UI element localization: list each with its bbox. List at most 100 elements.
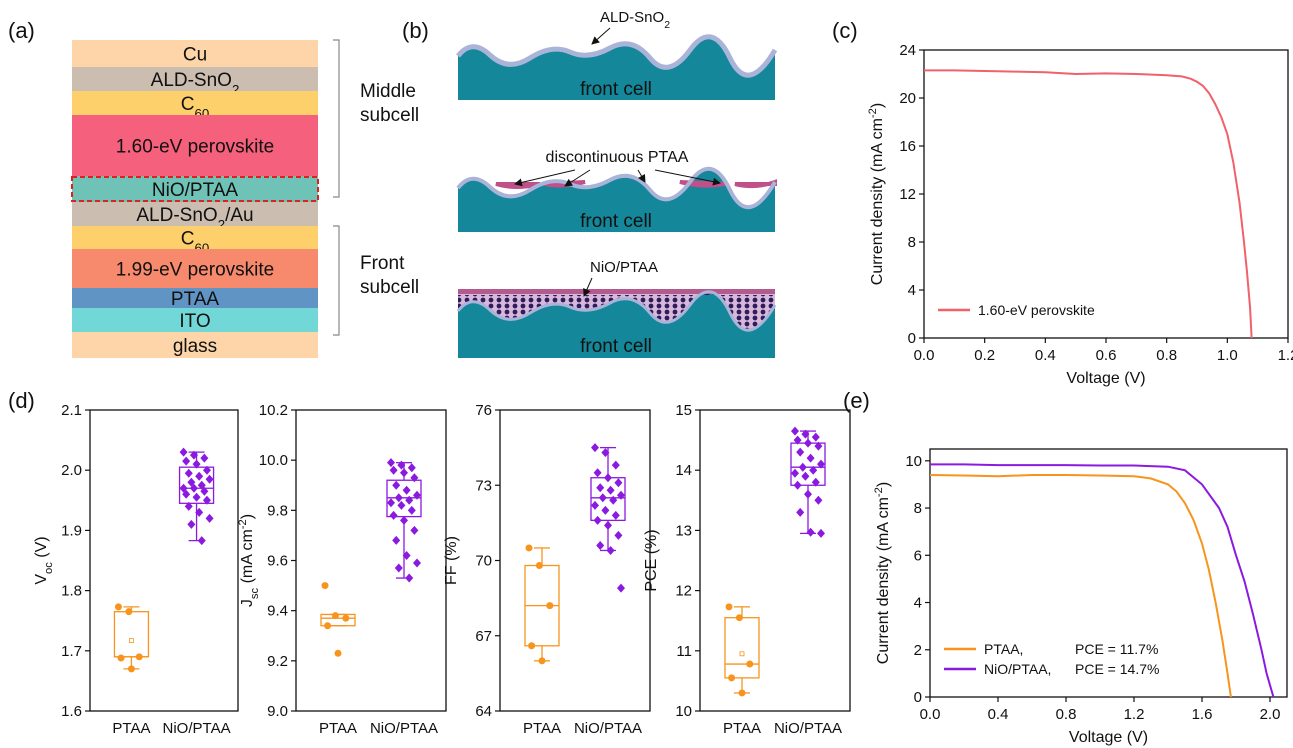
y-axis-label: FF (%): [443, 536, 460, 585]
point: [407, 505, 416, 515]
point: [334, 649, 342, 657]
point: [184, 468, 193, 478]
cell-label: front cell: [580, 211, 652, 232]
x-tick-label: NiO/PTAA: [163, 720, 231, 737]
point: [394, 563, 403, 573]
y-tick-label: 24: [899, 42, 916, 59]
y-tick-label: 9.8: [267, 502, 288, 519]
y-tick-label: 8: [914, 500, 922, 517]
y-tick-label: 12: [899, 186, 916, 203]
point: [405, 495, 414, 505]
schematic-label: discontinuous PTAA: [546, 149, 689, 166]
layer: [72, 332, 318, 358]
layer-label: ALD-SnO2: [151, 70, 240, 97]
y-tick-label: 12: [675, 583, 692, 600]
point: [402, 485, 411, 495]
x-tick-label: 1.2: [1278, 347, 1293, 364]
y-tick-label: 1.7: [61, 643, 82, 660]
y-tick-label: 1.8: [61, 583, 82, 600]
layer: [72, 288, 318, 308]
point: [601, 505, 610, 515]
layer: [72, 249, 318, 288]
y-tick-label: 67: [475, 628, 492, 645]
point: [125, 608, 133, 616]
point: [410, 473, 419, 483]
point: [392, 535, 401, 545]
layer-label: ITO: [179, 311, 210, 332]
text-part: FF (%): [443, 536, 460, 585]
y-tick-label: 4: [908, 282, 916, 299]
text-part: ): [875, 482, 892, 487]
point: [200, 486, 209, 496]
point: [535, 562, 543, 570]
point: [611, 460, 620, 470]
y-tick-label: 4: [914, 595, 922, 612]
legend-label: 1.60-eV perovskite: [978, 302, 1095, 318]
group-label: Middle: [360, 81, 416, 102]
point: [387, 498, 395, 508]
schematic-label: NiO/PTAA: [590, 259, 658, 276]
point: [127, 665, 135, 673]
cell-label: front cell: [580, 79, 652, 100]
point: [189, 483, 198, 493]
x-tick-label: 0.0: [920, 706, 941, 723]
x-tick-label: 0.2: [974, 347, 995, 364]
text-part: (mA cm: [239, 529, 256, 588]
point: [400, 468, 408, 478]
layer-label: 1.99-eV perovskite: [116, 260, 274, 281]
point: [197, 536, 206, 546]
point: [796, 447, 805, 457]
x-tick-label: PTAA: [723, 720, 761, 737]
point: [598, 493, 607, 503]
legend-label: PTAA,: [984, 641, 1023, 657]
point: [195, 507, 204, 517]
point: [593, 515, 602, 525]
text-part: Current density (mA cm: [875, 497, 892, 664]
layer: [72, 202, 318, 226]
y-axis-label: Voc (V): [33, 536, 55, 584]
layer-label: NiO/PTAA: [152, 180, 239, 201]
point: [811, 432, 820, 442]
point: [606, 485, 615, 495]
text-part: Voltage (V): [1069, 729, 1148, 746]
text-part: ALD-SnO: [136, 205, 217, 226]
y-tick-label: 10.2: [259, 402, 288, 419]
layer: [72, 115, 318, 176]
highlight-box: [71, 176, 319, 202]
point: [397, 500, 406, 510]
point: [192, 459, 201, 469]
layer-label: 1.60-eV perovskite: [116, 137, 274, 158]
point: [746, 660, 754, 668]
point: [117, 654, 125, 662]
point: [525, 544, 533, 552]
layer: [72, 226, 318, 249]
text-part: glass: [173, 336, 217, 357]
point: [804, 438, 812, 448]
point: [200, 453, 209, 463]
y-tick-label: 9.6: [267, 553, 288, 570]
layer-label: PTAA: [171, 289, 220, 310]
point: [387, 458, 395, 468]
plot-frame: [499, 409, 651, 712]
point: [407, 463, 416, 473]
point: [814, 495, 823, 505]
y-tick-label: 70: [475, 553, 492, 570]
y-tick-label: 9.4: [267, 603, 288, 620]
text-part: oc: [43, 562, 55, 574]
point: [793, 480, 802, 490]
point: [538, 657, 546, 665]
point: [182, 489, 191, 499]
y-tick-label: 10: [675, 703, 692, 720]
y-tick-label: 11: [676, 643, 692, 660]
point: [389, 465, 398, 475]
point: [342, 614, 350, 622]
point: [179, 447, 188, 457]
box: [113, 611, 150, 658]
point: [817, 528, 825, 538]
y-axis-label: Jsc (mA cm-2): [237, 514, 261, 607]
point: [205, 513, 214, 523]
mean: [739, 651, 745, 657]
y-axis-label: Current density (mA cm-2): [873, 482, 892, 664]
x-tick-label: 2.0: [1260, 706, 1281, 723]
y-tick-label: 10: [905, 453, 922, 470]
